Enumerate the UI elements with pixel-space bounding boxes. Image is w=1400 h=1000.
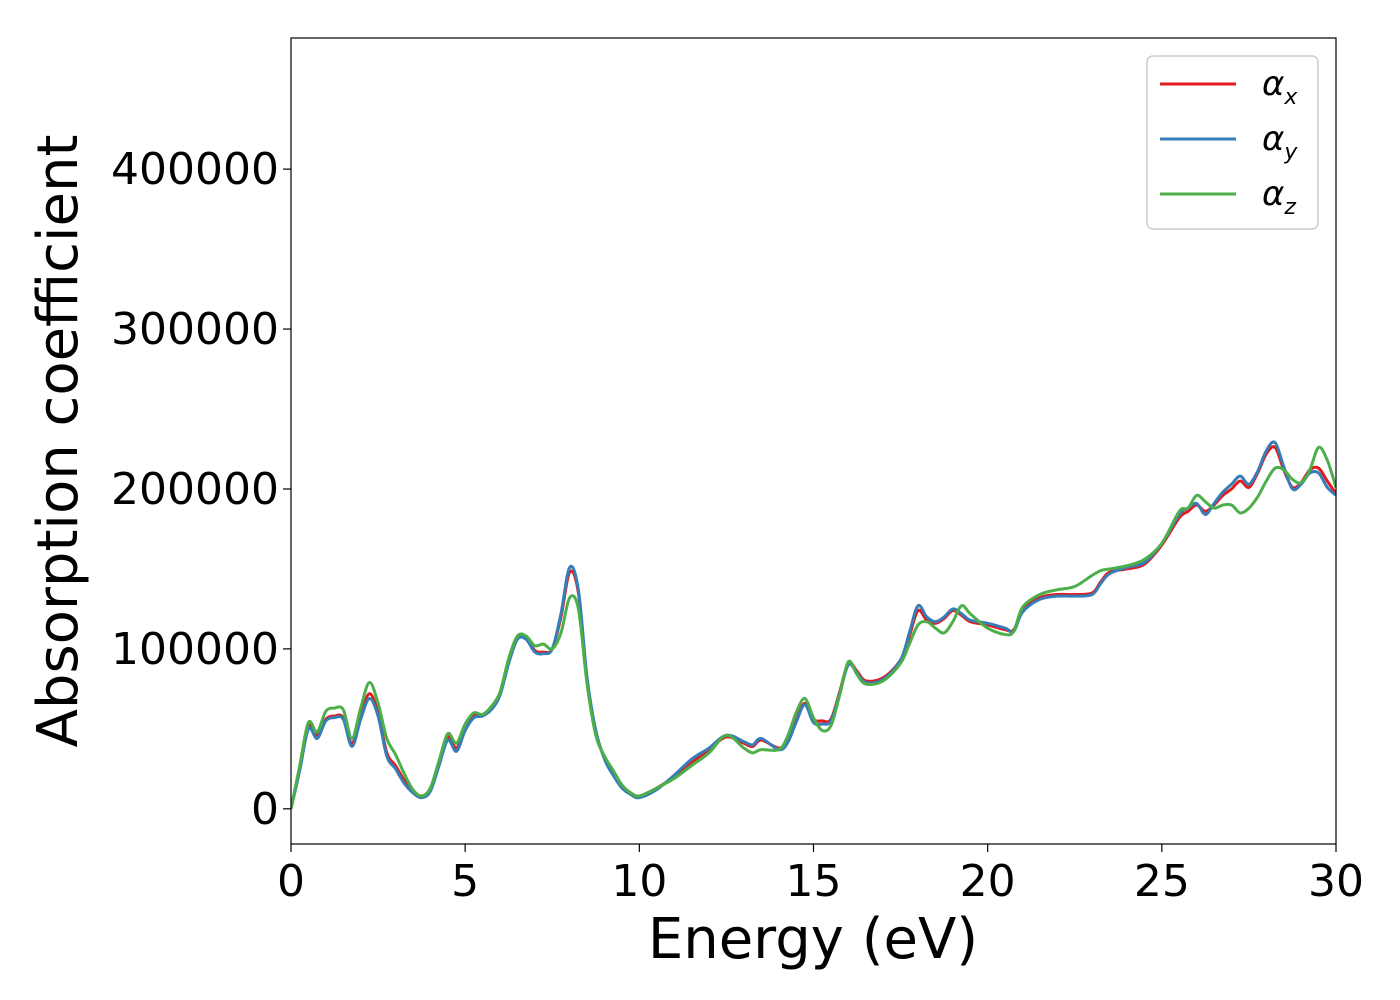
y-tick-label: 300000 bbox=[111, 304, 279, 355]
series-line-alpha-z bbox=[291, 445, 1336, 810]
x-tick-label: 30 bbox=[1308, 856, 1364, 907]
x-tick-label: 15 bbox=[786, 856, 842, 907]
x-tick-label: 0 bbox=[277, 856, 305, 907]
legend-label-alpha-z: αz bbox=[1262, 174, 1296, 220]
legend-symbol: α bbox=[1262, 119, 1284, 159]
y-tick-label: 100000 bbox=[111, 624, 279, 675]
series-layer bbox=[291, 440, 1336, 810]
legend-subscript: x bbox=[1283, 85, 1298, 110]
legend-label-alpha-y: αy bbox=[1262, 119, 1298, 165]
x-tick-label: 10 bbox=[611, 856, 667, 907]
legend-symbol: α bbox=[1262, 174, 1284, 214]
legend-label-alpha-x: αx bbox=[1262, 64, 1298, 110]
x-tick-label: 25 bbox=[1134, 856, 1190, 907]
x-tick-label: 5 bbox=[451, 856, 479, 907]
y-axis: 0 100000 200000 300000 400000 bbox=[111, 144, 291, 835]
y-tick-label: 0 bbox=[251, 784, 279, 835]
legend-box bbox=[1146, 55, 1319, 230]
x-axis-label: Energy (eV) bbox=[648, 907, 978, 972]
x-axis: 0 5 10 15 20 25 30 bbox=[277, 844, 1364, 907]
legend-subscript: y bbox=[1283, 140, 1298, 165]
legend-symbol: α bbox=[1262, 64, 1284, 104]
x-tick-label: 20 bbox=[960, 856, 1016, 907]
legend-subscript: z bbox=[1283, 195, 1296, 220]
y-axis-label: Absorption coefficient bbox=[26, 135, 91, 748]
y-tick-label: 200000 bbox=[111, 464, 279, 515]
y-tick-label: 400000 bbox=[111, 144, 279, 195]
